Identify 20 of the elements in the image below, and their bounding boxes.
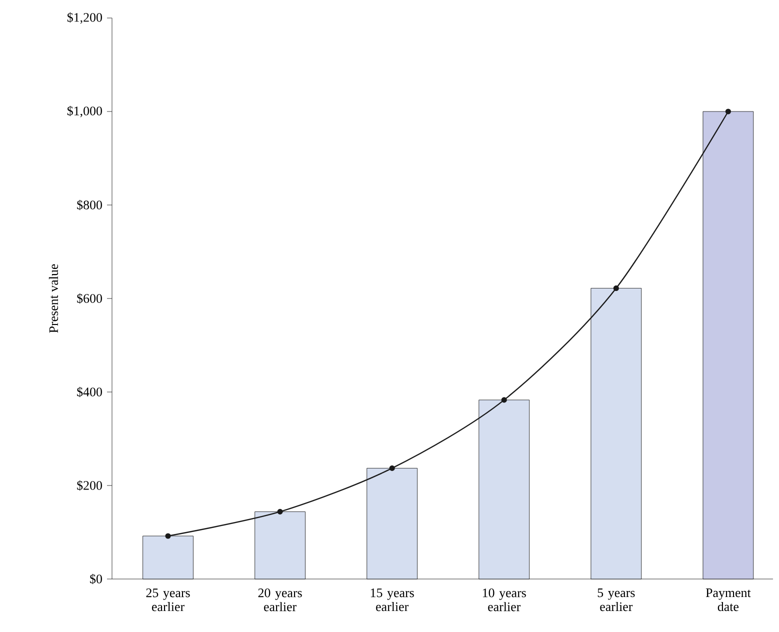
y-tick-label: $200	[77, 480, 102, 491]
x-tick-label: 15 years earlier	[370, 588, 414, 612]
y-tick-label: $1,000	[67, 106, 102, 118]
y-tick-label: $800	[77, 200, 102, 210]
y-tick-label: $600	[77, 293, 102, 304]
x-tick-label: 10 years earlier	[482, 588, 526, 612]
point	[613, 285, 619, 292]
y-tick-label: $1,200	[67, 12, 102, 24]
point	[501, 397, 507, 403]
x-tick-label: 25 years earlier	[146, 588, 190, 612]
point	[389, 465, 395, 471]
point	[165, 533, 171, 539]
y-axis-title: Present value	[48, 264, 58, 333]
y-tick-label: $0	[90, 574, 102, 584]
x-tick-label: 20 years earlier	[258, 588, 302, 612]
point	[277, 508, 283, 514]
y-tick-label: $400	[77, 386, 102, 398]
point	[725, 108, 731, 114]
x-tick-label: 5 years earlier	[598, 588, 635, 612]
x-tick-label: Payment date	[706, 588, 751, 612]
